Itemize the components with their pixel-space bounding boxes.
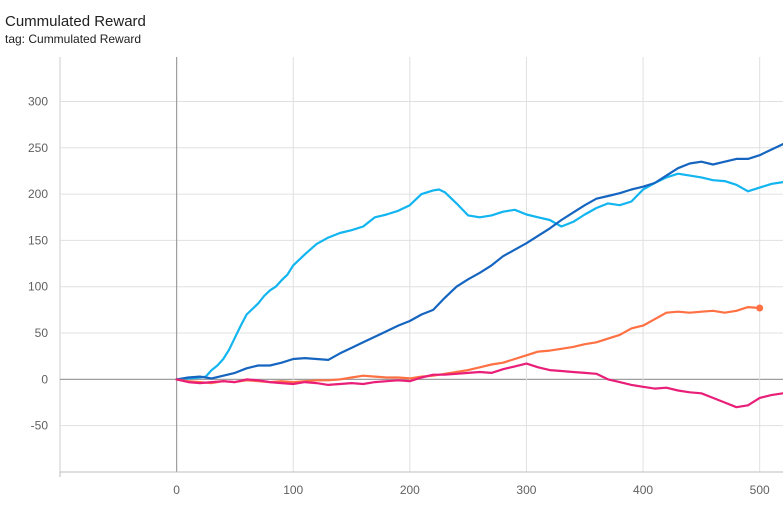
x-tick-label: 300	[516, 483, 536, 497]
x-tick-label: 100	[283, 483, 303, 497]
x-tick-label: 500	[750, 483, 770, 497]
y-tick-label: 300	[28, 94, 48, 108]
chart-title: Cummulated Reward	[5, 13, 146, 30]
x-tick-label: 200	[400, 483, 420, 497]
y-tick-label: 200	[28, 187, 48, 201]
y-tick-label: 50	[35, 326, 49, 340]
series-end-marker	[756, 304, 764, 312]
y-tick-label: -50	[31, 419, 49, 433]
series-line-4	[175, 362, 783, 409]
series-line-2	[175, 143, 783, 381]
series-line-1	[175, 172, 783, 381]
y-tick-label: 250	[28, 141, 48, 155]
y-tick-label: 150	[28, 233, 48, 247]
series-line-3	[175, 306, 761, 385]
y-tick-label: 100	[28, 280, 48, 294]
y-tick-label: 0	[41, 372, 48, 386]
x-tick-label: 0	[173, 483, 180, 497]
x-tick-label: 400	[633, 483, 653, 497]
chart-subtitle: tag: Cummulated Reward	[5, 32, 142, 46]
